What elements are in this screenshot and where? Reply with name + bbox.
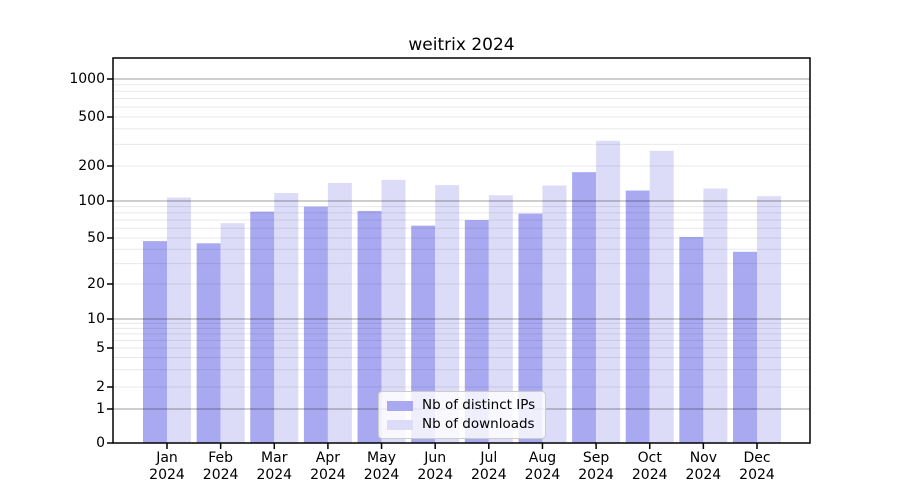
legend-label-downloads: Nb of downloads — [422, 416, 535, 432]
x-tick-label-sep: Sep 2024 — [578, 450, 614, 483]
bar-distinct-ips-nov — [679, 236, 704, 443]
legend-swatch-downloads — [387, 419, 413, 430]
bar-downloads-oct — [649, 150, 674, 443]
x-tick-label-jul: Jul 2024 — [470, 450, 507, 483]
x-tick-label-feb: Feb 2024 — [202, 450, 239, 483]
bar-distinct-ips-jan — [143, 241, 167, 443]
bar-distinct-ips-dec — [733, 251, 757, 443]
x-tick-label-apr: Apr 2024 — [310, 450, 346, 483]
y-tick-label-200: 200 — [78, 157, 105, 174]
legend: Nb of distinct IPs Nb of downloads — [378, 391, 547, 439]
bar-downloads-mar — [274, 193, 299, 443]
y-tick-label-5: 5 — [96, 339, 105, 356]
x-tick-label-dec: Dec 2024 — [739, 450, 775, 483]
legend-item-distinct-ips: Nb of distinct IPs — [387, 398, 535, 413]
bar-downloads-sep — [596, 140, 621, 444]
y-tick-label-1000: 1000 — [69, 70, 105, 87]
bar-distinct-ips-mar — [250, 211, 275, 443]
x-tick-label-jun: Jun 2024 — [417, 450, 453, 483]
y-tick-label-20: 20 — [87, 275, 105, 292]
y-tick-label-50: 50 — [87, 229, 105, 246]
y-tick-label-500: 500 — [78, 108, 105, 125]
bar-downloads-nov — [703, 188, 728, 443]
chart-title: weitrix 2024 — [408, 35, 515, 55]
bar-distinct-ips-sep — [572, 172, 597, 444]
legend-swatch-distinct-ips — [387, 400, 413, 411]
y-tick-label-2: 2 — [96, 378, 105, 395]
legend-label-distinct-ips: Nb of distinct IPs — [422, 397, 536, 413]
legend-item-downloads: Nb of downloads — [387, 417, 535, 432]
x-tick-label-may: May 2024 — [363, 450, 400, 483]
bar-downloads-feb — [220, 223, 245, 443]
x-tick-label-aug: Aug 2024 — [524, 450, 561, 483]
x-tick-label-mar: Mar 2024 — [256, 450, 293, 483]
axes-spines — [112, 57, 811, 444]
bar-distinct-ips-feb — [196, 243, 221, 443]
x-tick-label-jan: Jan 2024 — [149, 450, 185, 483]
bar-downloads-dec — [757, 196, 781, 443]
bar-downloads-aug — [542, 185, 567, 444]
y-tick-label-10: 10 — [87, 310, 105, 327]
bar-distinct-ips-apr — [303, 206, 328, 443]
x-tick-label-nov: Nov 2024 — [685, 450, 722, 483]
y-tick-label-1: 1 — [96, 400, 105, 417]
x-tick-label-oct: Oct 2024 — [631, 450, 668, 483]
bar-distinct-ips-may — [357, 210, 382, 443]
bar-distinct-ips-oct — [625, 190, 650, 443]
bar-downloads-jan — [167, 197, 191, 443]
bar-downloads-apr — [327, 182, 352, 444]
y-tick-label-0: 0 — [96, 434, 105, 451]
y-tick-label-100: 100 — [78, 192, 105, 209]
